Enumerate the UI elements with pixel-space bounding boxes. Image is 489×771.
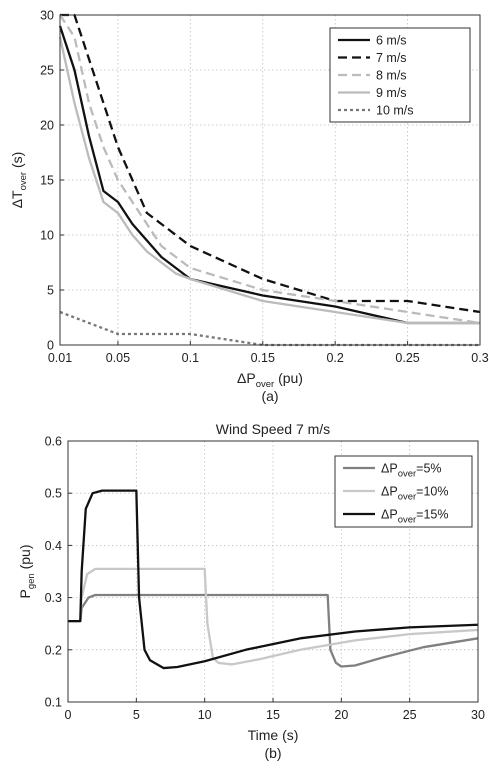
series-line-3 bbox=[59, 14, 481, 325]
y-tick-label: 0.3 bbox=[45, 591, 62, 605]
y-tick-label: 0.4 bbox=[45, 539, 62, 553]
series-line-2 bbox=[68, 567, 479, 666]
y-tick-label: 30 bbox=[40, 9, 54, 23]
y-tick-label: 0 bbox=[47, 339, 54, 353]
x-tick-label: 20 bbox=[334, 708, 348, 722]
y-tick-label: 0.5 bbox=[45, 487, 62, 501]
x-tick-label: 10 bbox=[198, 708, 212, 722]
series-line-2 bbox=[60, 13, 481, 314]
legend-label-3: ΔPover=15% bbox=[381, 508, 449, 526]
chart-title-b: Wind Speed 7 m/s bbox=[216, 421, 330, 437]
series-lines-a bbox=[58, 13, 481, 347]
x-tick-label: 0 bbox=[65, 708, 72, 722]
legend-a: 6 m/s 7 m/s 8 m/s 9 m/s 10 m/s bbox=[329, 27, 471, 123]
y-tick-label: 5 bbox=[47, 284, 54, 298]
y-axis-label-a: ΔTover (s) bbox=[9, 152, 29, 209]
x-tick-label: 0.01 bbox=[48, 351, 72, 365]
chart-panel-a: 0.01 0.05 0.1 0.15 0.2 0.25 0.3 0 5 10 15 20 25 30 6 … bbox=[9, 9, 489, 405]
y-tick-label: 0.1 bbox=[45, 696, 62, 710]
legend-label-2: ΔPover=10% bbox=[381, 485, 449, 503]
x-axis-label-b: Time (s) bbox=[248, 727, 299, 743]
y-tick-label: 10 bbox=[40, 229, 54, 243]
tick-labels-a: 0.01 0.05 0.1 0.15 0.2 0.25 0.3 0 5 10 15 20 25 30 bbox=[40, 9, 489, 366]
series-line-1 bbox=[58, 25, 480, 325]
y-axis-label-b: Pgen (pu) bbox=[17, 545, 37, 599]
x-tick-label: 0.05 bbox=[106, 351, 130, 365]
panel-caption-a: (a) bbox=[261, 388, 278, 404]
x-tick-label: 30 bbox=[471, 708, 485, 722]
series-line-5 bbox=[59, 310, 480, 347]
chart-panel-b: Wind Speed 7 m/s 0 5 10 15 20 25 30 0.1 0.2 0.3 0.… bbox=[17, 421, 485, 761]
legend-label-2: 7 m/s bbox=[376, 51, 407, 65]
series-line-4 bbox=[58, 36, 480, 325]
legend-label-4: 9 m/s bbox=[376, 86, 407, 100]
legend-label-1: ΔPover=5% bbox=[381, 462, 442, 480]
series-lines-b bbox=[68, 489, 479, 670]
x-tick-label: 0.3 bbox=[471, 351, 488, 365]
legend-label-1: 6 m/s bbox=[376, 34, 407, 48]
x-tick-label: 0.2 bbox=[326, 351, 343, 365]
x-tick-label: 0.25 bbox=[395, 351, 419, 365]
y-tick-label: 0.2 bbox=[45, 643, 62, 657]
x-tick-label: 25 bbox=[403, 708, 417, 722]
x-tick-label: 5 bbox=[133, 708, 140, 722]
x-tick-label: 0.15 bbox=[251, 351, 275, 365]
series-line-3 bbox=[68, 489, 479, 670]
legend-b: ΔPover=5% ΔPover=10% ΔPover=15% bbox=[334, 455, 473, 528]
y-tick-label: 15 bbox=[40, 174, 54, 188]
y-tick-label: 0.6 bbox=[45, 435, 62, 449]
x-tick-label: 15 bbox=[266, 708, 280, 722]
x-tick-label: 0.1 bbox=[182, 351, 199, 365]
tick-labels-b: 0 5 10 15 20 25 30 0.1 0.2 0.3 0.4 0.5 0.6 bbox=[45, 435, 485, 723]
legend-label-3: 8 m/s bbox=[376, 69, 407, 83]
panel-caption-b: (b) bbox=[264, 745, 281, 761]
legend-label-5: 10 m/s bbox=[376, 104, 414, 118]
y-tick-label: 25 bbox=[40, 64, 54, 78]
x-axis-label-a: ΔPover (pu) bbox=[237, 370, 303, 390]
y-tick-label: 20 bbox=[40, 119, 54, 133]
